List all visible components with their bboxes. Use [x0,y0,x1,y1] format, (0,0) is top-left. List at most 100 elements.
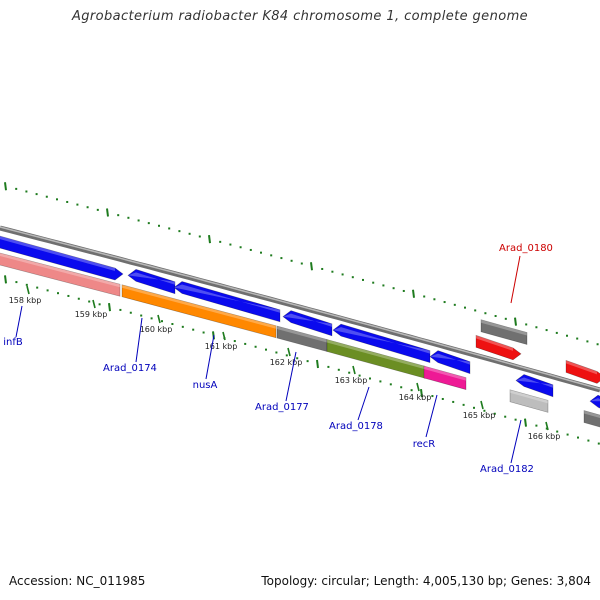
gene-leader-line [135,317,143,363]
gene-label[interactable]: recR [413,439,436,450]
tick-dot [198,235,201,238]
tick-dot [504,415,507,418]
gray-feature[interactable] [583,410,600,429]
tick-dot [452,400,455,403]
tick-dot [249,248,252,251]
cds-feature[interactable] [173,281,281,323]
tick-dot [178,230,181,233]
feature-highlight [430,353,470,365]
tick-dot [504,317,507,320]
red-feature[interactable] [565,360,600,384]
gene-label[interactable]: Arad_0182 [480,464,534,475]
tick-dot [161,320,163,323]
tick-dot [270,254,273,257]
feature-highlight [481,319,527,336]
cds-feature[interactable] [429,350,471,375]
feature-highlight [333,327,430,354]
gene-label[interactable]: Arad_0177 [255,402,309,413]
tick-dot [389,383,392,386]
tick-dot [25,283,28,286]
tick-dot [566,334,568,337]
tick-connector [287,347,291,357]
genome-summary-text: Topology: circular; Length: 4,005,130 bp… [261,574,591,588]
tick-dot [129,311,132,314]
tick-dot [181,325,184,328]
tick-dot [15,187,18,190]
feature-highlight [476,335,513,351]
feature-highlight [0,253,120,288]
tick-dot [260,251,262,254]
gene-features[interactable] [0,235,600,430]
gene-label[interactable]: Arad_0174 [103,363,157,374]
feature-highlight [122,284,276,329]
tick-dot [331,270,334,273]
gene-label[interactable]: nusA [193,380,218,391]
gene-label[interactable]: infB [3,337,23,348]
cds-feature[interactable] [515,374,554,398]
cds-feature[interactable] [282,310,333,337]
tick-dot [462,403,465,406]
arad-0174-feature[interactable] [121,284,277,339]
tick-dot [410,389,413,392]
tick-dot [140,314,143,317]
gene-labels[interactable]: infB Arad_0174 nusA Arad_0177 Arad_0178 recR A… [3,243,553,475]
tick-dot [290,259,293,262]
tick-connector [92,299,96,309]
feature-highlight [327,339,425,370]
tick-dot [369,377,371,380]
tick-dot [474,309,477,312]
tick-dot [158,224,160,227]
tick-dot [150,317,153,320]
tick-dot [35,193,38,196]
tick-mark [514,317,517,326]
tick-dot [337,368,340,371]
recr-feature[interactable] [423,365,467,390]
tick-dot [265,348,267,351]
tick-dot [464,306,466,309]
tick-dot [493,412,496,415]
tick-dot [358,374,361,377]
arad-0182-feature[interactable] [509,389,549,413]
cds-feature[interactable] [589,394,600,413]
tick-label: 158 kbp [9,296,42,305]
tick-dot [473,406,475,409]
red-feature[interactable] [475,334,522,361]
tick-dot [535,424,538,427]
tick-mark [208,235,211,244]
tick-dot [147,222,150,225]
tick-dot [254,345,257,348]
inner-tick-ring [4,275,600,445]
cds-feature[interactable] [0,235,124,281]
tick-dot [306,360,309,363]
tick-dot [25,190,28,193]
tick-dot [275,351,278,354]
tick-dot [119,308,122,311]
tick-label: 166 kbp [528,432,561,441]
tick-dot [545,427,548,430]
tick-dot [285,354,288,357]
tick-dot [525,323,528,326]
outer-tick-ring [4,182,599,346]
tick-dot [483,409,486,412]
gene-label[interactable]: Arad_0180 [499,243,553,254]
pseudo-feature[interactable] [0,252,121,297]
tick-mark [108,302,111,312]
gene-leader-line [510,419,522,464]
tick-dot [351,276,354,279]
tick-dot [127,216,130,219]
tick-dot [576,337,579,340]
tick-dot [244,342,247,345]
gene-label[interactable]: Arad_0178 [329,421,383,432]
feature-highlight [0,236,115,272]
feature-highlight [590,398,600,402]
tick-label: 162 kbp [270,358,303,367]
tick-dot [453,303,456,306]
tick-dot [535,326,538,329]
tick-dot [443,301,446,304]
tick-dot [577,436,579,439]
arad-0180-feature[interactable] [480,319,528,345]
gene-leader-line [357,386,370,421]
gene-leader-line [205,334,215,380]
tick-label: 161 kbp [205,342,238,351]
